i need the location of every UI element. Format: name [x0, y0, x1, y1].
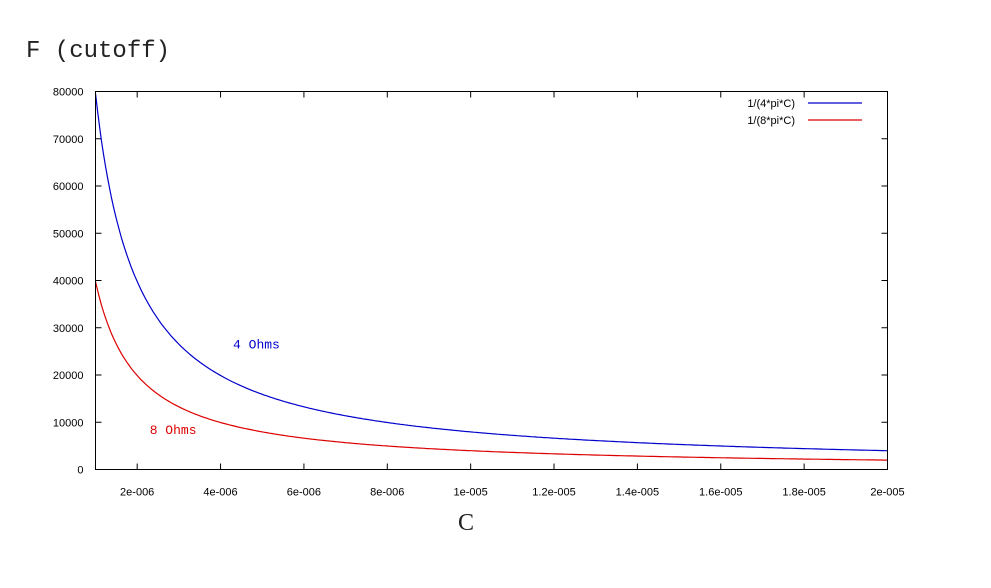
x-tick-label: 1.4e-005 — [616, 487, 659, 499]
data-curves — [94, 93, 888, 461]
plot-frame — [95, 91, 888, 470]
x-tick-label: 2e-006 — [120, 487, 154, 499]
x-tick-label: 1e-005 — [454, 487, 488, 499]
y-tick-label: 80000 — [53, 87, 84, 99]
y-tick-label: 70000 — [53, 134, 84, 146]
y-tick-label: 60000 — [53, 181, 84, 193]
y-tick-label: 20000 — [53, 370, 84, 382]
x-tick-label: 8e-006 — [370, 487, 404, 499]
y-axis-title: F (cutoff) — [26, 38, 171, 65]
y-tick-label: 30000 — [53, 323, 84, 335]
x-axis-title: C — [458, 510, 475, 536]
y-tick-label: 10000 — [53, 417, 84, 429]
x-tick-label: 1.6e-005 — [699, 487, 742, 499]
x-tick-label: 4e-006 — [203, 487, 237, 499]
x-tick-label: 2e-005 — [870, 487, 904, 499]
annotations: 4 Ohms 8 Ohms — [150, 337, 280, 438]
curve-annotation: 4 Ohms — [233, 337, 280, 352]
y-tick-label: 50000 — [53, 228, 84, 240]
y-tick-label: 0 — [77, 465, 83, 477]
legend-label: 1/(8*pi*C) — [747, 115, 795, 127]
x-tick-label: 1.2e-005 — [532, 487, 575, 499]
axis-ticks: 2e-006 4e-006 6e-006 8e-006 1e-005 1.2e-005 1.… — [53, 87, 905, 499]
x-tick-label: 6e-006 — [287, 487, 321, 499]
y-tick-label: 40000 — [53, 276, 84, 288]
curve-annotation: 8 Ohms — [150, 423, 197, 438]
series-line — [94, 281, 888, 461]
series-line — [94, 93, 888, 452]
x-tick-label: 1.8e-005 — [782, 487, 825, 499]
legend: 1/(4*pi*C) 1/(8*pi*C) — [747, 98, 862, 127]
legend-label: 1/(4*pi*C) — [747, 98, 795, 110]
